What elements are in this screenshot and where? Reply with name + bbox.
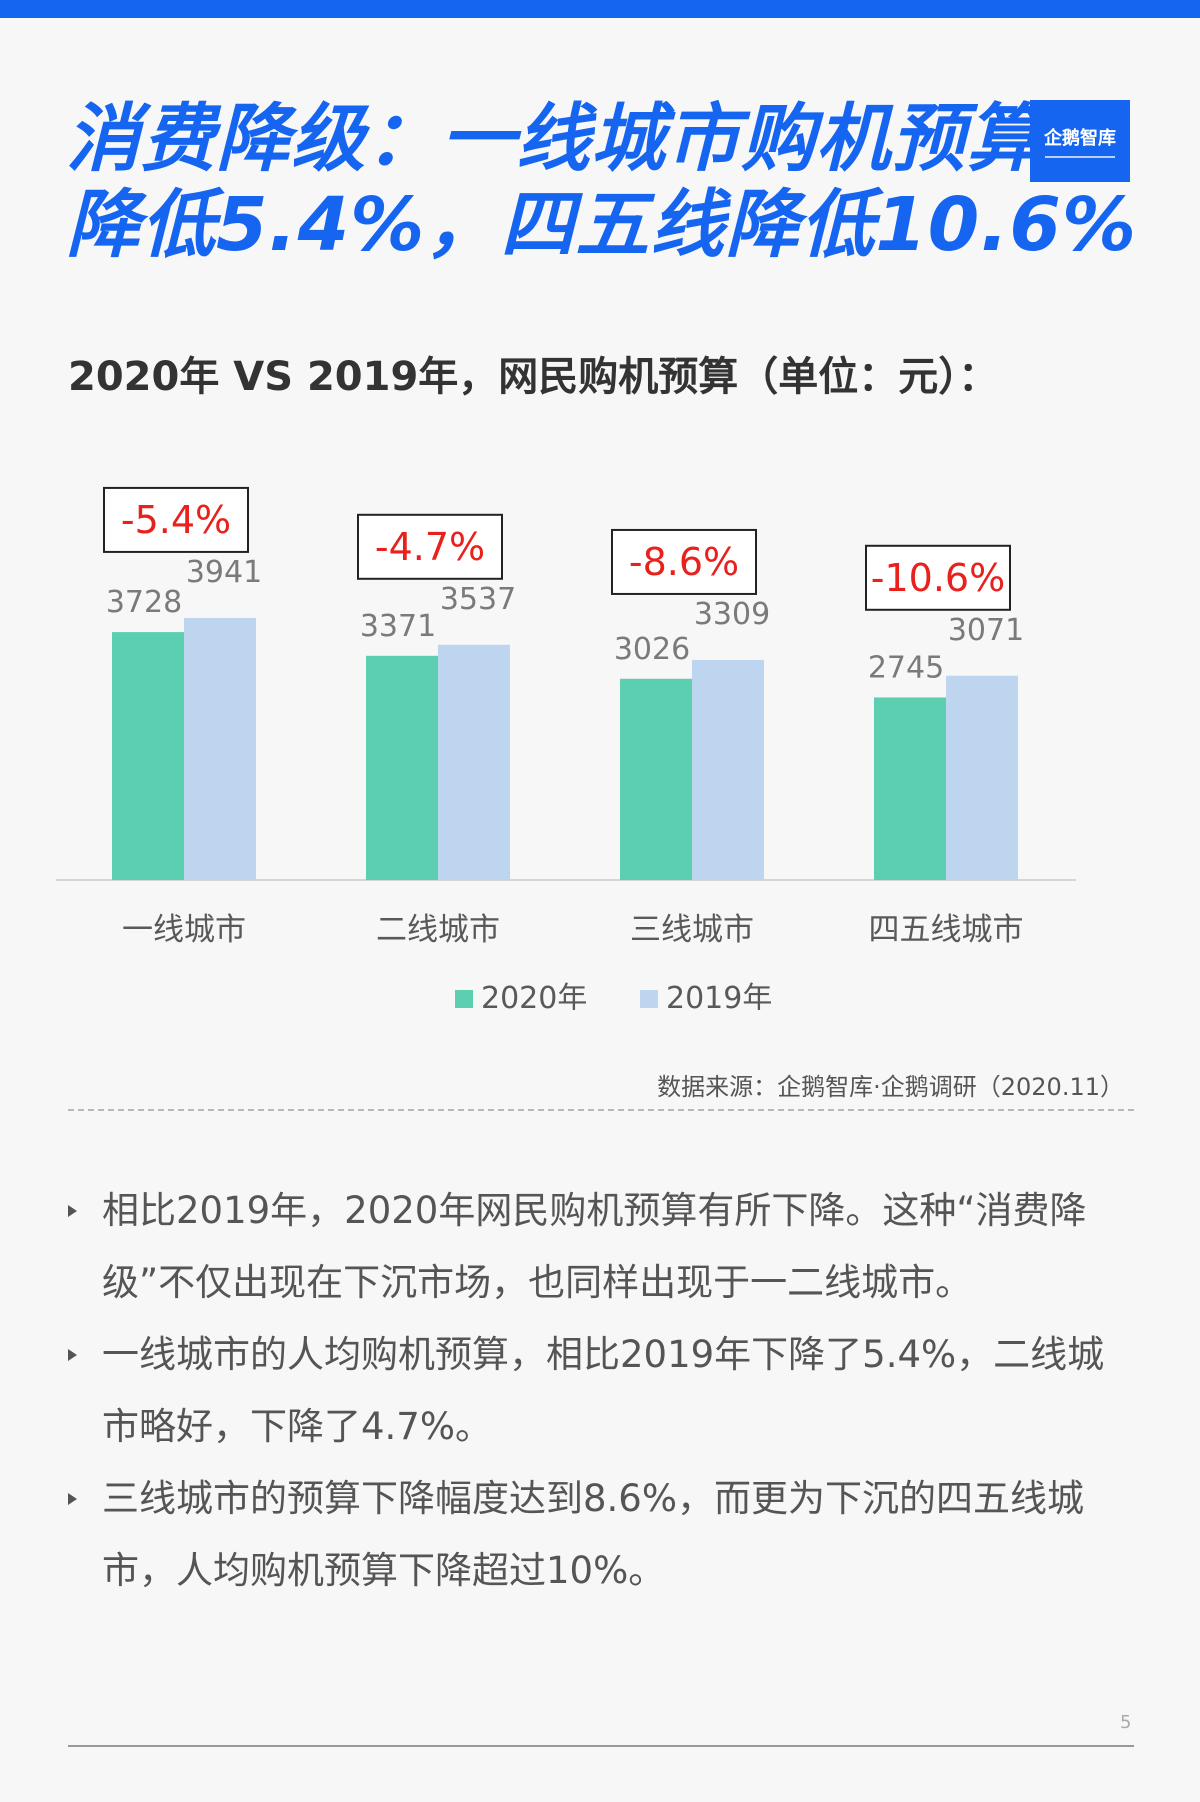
bullet-triangle-icon — [68, 1349, 77, 1361]
page-title-line-2: 降低5.4%，四五线降低10.6% — [66, 182, 1137, 268]
bar-2020 — [112, 632, 184, 880]
bullet-item: 三线城市的预算下降幅度达到8.6%，而更为下沉的四五线城市，人均购机预算下降超过… — [68, 1463, 1128, 1607]
bar-chart: 3728 3941 一线城市 -5.4% 3371 3537 二线城市 -4.7% 3026 33… — [0, 470, 1200, 1016]
bar-2019 — [946, 675, 1018, 880]
category-label: 三线城市 — [630, 912, 754, 948]
page-title-line-1: 消费降级：一线城市购机预算 — [66, 96, 1041, 182]
bar-value-label: 3026 — [614, 632, 690, 667]
category-label: 一线城市 — [122, 912, 246, 948]
logo-underline — [1045, 156, 1115, 158]
bullet-text: 一线城市的人均购机预算，相比2019年下降了5.4%，二线城市略好，下降了4.7… — [102, 1333, 1105, 1448]
bar-2019 — [184, 617, 256, 880]
category-label: 二线城市 — [376, 912, 500, 948]
change-label: -5.4% — [121, 498, 231, 542]
change-label-box — [611, 528, 757, 595]
page-number: 5 — [1120, 1712, 1132, 1733]
change-label: -4.7% — [375, 525, 485, 569]
page-title: 消费降级：一线城市购机预算 降低5.4%，四五线降低10.6% — [66, 96, 1137, 268]
change-label-box — [103, 486, 249, 553]
bullet-text: 相比2019年，2020年网民购机预算有所下降。这种“消费降级”不仅出现在下沉市… — [102, 1189, 1087, 1304]
bar-2019 — [692, 659, 764, 880]
change-label-box — [865, 544, 1011, 611]
change-label-box — [357, 513, 503, 580]
bar-2020 — [366, 655, 438, 880]
legend-label: 2020年 — [481, 981, 587, 1010]
bullet-triangle-icon — [68, 1493, 77, 1505]
bar-value-label: 3941 — [186, 555, 262, 590]
bullet-triangle-icon — [68, 1205, 77, 1217]
category-label: 四五线城市 — [869, 912, 1024, 948]
data-source: 数据来源：企鹅智库·企鹅调研（2020.11） — [657, 1073, 1124, 1101]
bar-value-label: 3071 — [948, 613, 1024, 648]
legend-label: 2019年 — [666, 981, 772, 1010]
bar-2020 — [874, 697, 946, 880]
bar-2019 — [438, 644, 510, 880]
bar-value-label: 3537 — [440, 582, 516, 617]
change-label: -10.6% — [871, 556, 1005, 600]
brand-logo: 企鹅智库 — [1030, 100, 1130, 182]
bar-value-label: 3728 — [106, 585, 182, 620]
bottom-divider — [68, 1745, 1134, 1747]
bullet-list: 相比2019年，2020年网民购机预算有所下降。这种“消费降级”不仅出现在下沉市… — [68, 1175, 1128, 1607]
bar-value-label: 3371 — [360, 609, 436, 644]
legend-swatch — [640, 990, 658, 1008]
logo-text: 企鹅智库 — [1044, 128, 1116, 149]
bar-value-label: 2745 — [868, 650, 944, 685]
legend-swatch — [455, 990, 473, 1008]
chart-title: 2020年 VS 2019年，网民购机预算（单位：元）： — [68, 354, 999, 400]
bullet-item: 一线城市的人均购机预算，相比2019年下降了5.4%，二线城市略好，下降了4.7… — [68, 1319, 1128, 1463]
bullet-item: 相比2019年，2020年网民购机预算有所下降。这种“消费降级”不仅出现在下沉市… — [68, 1175, 1128, 1319]
change-label: -8.6% — [629, 540, 739, 584]
top-accent-bar — [0, 0, 1200, 18]
bar-2020 — [620, 678, 692, 880]
dashed-divider — [68, 1109, 1134, 1111]
bullet-text: 三线城市的预算下降幅度达到8.6%，而更为下沉的四五线城市，人均购机预算下降超过… — [102, 1477, 1084, 1592]
bar-value-label: 3309 — [694, 597, 770, 632]
